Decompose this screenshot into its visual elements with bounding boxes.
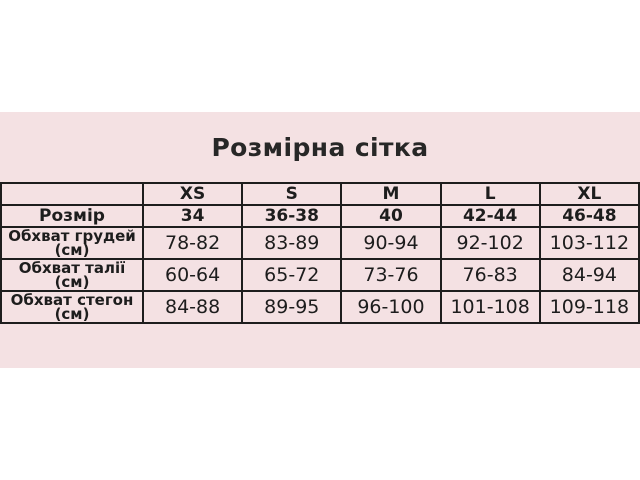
table-row-waist: Обхват талії (см) 60-64 65-72 73-76 76-8…	[0, 258, 640, 292]
chest-value-cell: 83-89	[241, 226, 343, 260]
header-cell-l: L	[439, 182, 541, 206]
chest-value-cell: 103-112	[538, 226, 640, 260]
size-value-cell: 42-44	[439, 204, 541, 228]
size-value-cell: 46-48	[538, 204, 640, 228]
hips-value-cell: 89-95	[241, 290, 343, 324]
chest-value-cell: 90-94	[340, 226, 442, 260]
hips-value-cell: 109-118	[538, 290, 640, 324]
row-label-unit: (см)	[54, 273, 90, 291]
table-row-hips: Обхват стегон (см) 84-88 89-95 96-100 10…	[0, 290, 640, 324]
hips-value-cell: 96-100	[340, 290, 442, 324]
waist-value-cell: 84-94	[538, 258, 640, 292]
size-value-cell: 34	[141, 204, 244, 228]
row-label-text: Обхват талії	[18, 259, 126, 277]
chest-value-cell: 78-82	[141, 226, 244, 260]
row-label-unit: (см)	[54, 305, 90, 323]
table-row-size: Розмір 34 36-38 40 42-44 46-48	[0, 204, 640, 228]
size-chart-table: XS S M L XL Розмір 34 36-38 40 42-44 46-…	[0, 182, 640, 324]
waist-value-cell: 76-83	[439, 258, 541, 292]
row-label-unit: (см)	[54, 241, 90, 259]
size-value-cell: 36-38	[241, 204, 343, 228]
hips-value-cell: 101-108	[439, 290, 541, 324]
row-label-chest: Обхват грудей (см)	[0, 226, 144, 260]
hips-value-cell: 84-88	[141, 290, 244, 324]
waist-value-cell: 60-64	[141, 258, 244, 292]
table-row-chest: Обхват грудей (см) 78-82 83-89 90-94 92-…	[0, 226, 640, 260]
row-label-size: Розмір	[0, 204, 144, 228]
header-cell-blank	[0, 182, 144, 206]
table-header-row: XS S M L XL	[0, 182, 640, 206]
row-label-text: Обхват стегон	[10, 291, 134, 309]
row-label-waist: Обхват талії (см)	[0, 258, 144, 292]
row-label-hips: Обхват стегон (см)	[0, 290, 144, 324]
page-title: Розмірна сітка	[211, 133, 429, 162]
size-value-cell: 40	[340, 204, 442, 228]
chest-value-cell: 92-102	[439, 226, 541, 260]
row-label-text: Обхват грудей	[8, 227, 136, 245]
waist-value-cell: 73-76	[340, 258, 442, 292]
header-cell-xs: XS	[141, 182, 244, 206]
header-cell-m: M	[340, 182, 442, 206]
waist-value-cell: 65-72	[241, 258, 343, 292]
size-chart-panel: Розмірна сітка XS S M L XL Розмір 34 36-…	[0, 112, 640, 368]
header-cell-xl: XL	[538, 182, 640, 206]
header-cell-s: S	[241, 182, 343, 206]
